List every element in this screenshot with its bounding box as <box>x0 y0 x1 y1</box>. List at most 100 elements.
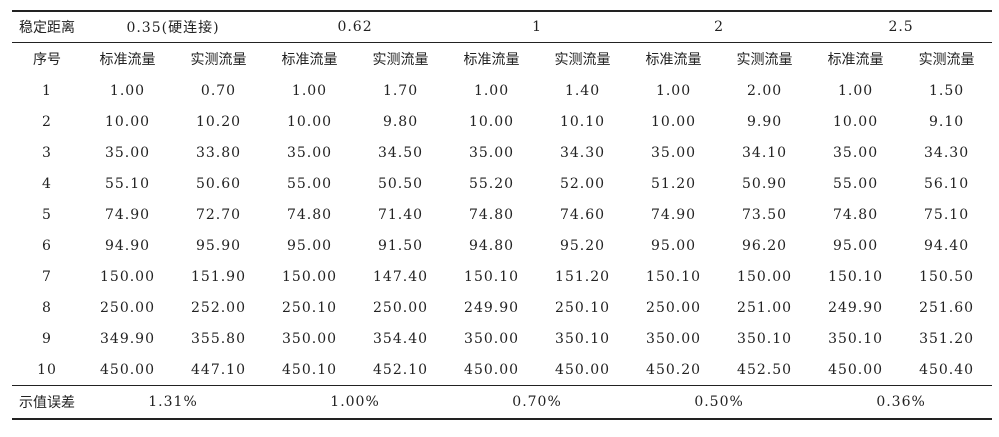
table-cell: 91.50 <box>377 237 424 254</box>
table-cell: 74.90 <box>104 206 151 223</box>
table-cell: 10.00 <box>104 113 151 130</box>
row-index: 2 <box>42 113 52 130</box>
column-header: 标准流量 <box>463 52 520 68</box>
distance-header: 0.62 <box>264 10 447 43</box>
table-cell: 450.00 <box>828 361 884 378</box>
table-cell: 35.00 <box>468 144 515 161</box>
table-cell: 94.90 <box>104 237 151 254</box>
table-cell: 73.50 <box>742 206 788 223</box>
row-index: 5 <box>42 206 52 223</box>
table-row: 5 74.90 72.70 74.80 71.40 74.80 74.60 74… <box>12 199 992 230</box>
table-cell: 94.80 <box>468 237 515 254</box>
distance-header: 2 <box>628 10 811 43</box>
column-header: 实测流量 <box>554 52 611 68</box>
table-cell: 252.00 <box>191 299 246 316</box>
table-cell: 72.70 <box>195 206 242 223</box>
column-header: 实测流量 <box>736 52 793 68</box>
table-cell: 10.20 <box>195 113 242 130</box>
table-row: 10 450.00 447.10 450.10 452.10 450.00 45… <box>12 354 992 386</box>
table-row: 1 1.00 0.70 1.00 1.70 1.00 1.40 1.00 2.0… <box>12 75 992 106</box>
column-header: 标准流量 <box>827 52 884 68</box>
header-row-columns: 序号 标准流量 实测流量 标准流量 实测流量 标准流量 实测流量 标准流量 实测… <box>12 43 992 76</box>
table-cell: 55.20 <box>468 175 515 192</box>
table-cell: 74.60 <box>559 206 606 223</box>
error-value: 1.00% <box>264 385 447 420</box>
table-cell: 450.00 <box>464 361 520 378</box>
distance-header: 1 <box>446 10 629 43</box>
table-cell: 355.80 <box>191 330 246 347</box>
table-cell: 350.10 <box>828 330 884 347</box>
table-cell: 55.10 <box>104 175 151 192</box>
row-index: 10 <box>37 361 57 378</box>
row-index: 3 <box>42 144 52 161</box>
distance-header: 2.5 <box>810 10 993 43</box>
error-value: 0.70% <box>446 385 629 420</box>
table-cell: 351.20 <box>919 330 975 347</box>
table-cell: 452.10 <box>373 361 429 378</box>
table-cell: 350.10 <box>555 330 611 347</box>
table-cell: 33.80 <box>195 144 242 161</box>
table-row: 9 349.90 355.80 350.00 354.40 350.00 350… <box>12 323 992 354</box>
table-cell: 50.60 <box>195 175 242 192</box>
table-cell: 95.00 <box>833 237 879 254</box>
table-cell: 1.00 <box>655 82 692 99</box>
column-header: 实测流量 <box>190 52 247 68</box>
indication-error-row: 示值误差 1.31% 1.00% 0.70% 0.50% 0.36% <box>12 385 993 420</box>
table-cell: 2.00 <box>746 82 783 99</box>
table-cell: 9.90 <box>746 113 783 130</box>
table-cell: 10.00 <box>651 113 697 130</box>
table-cell: 350.10 <box>737 330 793 347</box>
table-cell: 452.50 <box>737 361 793 378</box>
table-cell: 249.90 <box>464 299 520 316</box>
table-cell: 35.00 <box>286 144 333 161</box>
index-label: 序号 <box>33 52 61 68</box>
table-cell: 1.40 <box>564 82 601 99</box>
table-cell: 34.10 <box>742 144 788 161</box>
table-cell: 95.00 <box>286 237 333 254</box>
corner-label: 稳定距离 <box>12 10 82 43</box>
table-cell: 250.00 <box>100 299 155 316</box>
error-value: 1.31% <box>82 385 265 420</box>
table-cell: 10.00 <box>468 113 515 130</box>
table-row: 2 10.00 10.20 10.00 9.80 10.00 10.10 10.… <box>12 106 992 137</box>
table-cell: 50.50 <box>377 175 424 192</box>
table-cell: 74.90 <box>651 206 697 223</box>
table-cell: 349.90 <box>100 330 155 347</box>
column-header: 标准流量 <box>281 52 338 68</box>
table-cell: 151.20 <box>555 268 611 285</box>
table-cell: 94.40 <box>924 237 970 254</box>
header-row-distance: 稳定距离 0.35(硬连接) 0.62 1 2 2.5 <box>12 10 993 43</box>
table-cell: 34.30 <box>924 144 970 161</box>
table-row: 6 94.90 95.90 95.00 91.50 94.80 95.20 95… <box>12 230 992 261</box>
table-cell: 55.00 <box>833 175 879 192</box>
table-cell: 350.00 <box>646 330 702 347</box>
table-cell: 1.50 <box>928 82 965 99</box>
error-value: 0.36% <box>810 385 993 420</box>
table-cell: 150.10 <box>464 268 520 285</box>
table-cell: 51.20 <box>651 175 697 192</box>
row-index: 4 <box>42 175 52 192</box>
row-index: 8 <box>42 299 52 316</box>
error-label: 示值误差 <box>12 385 82 420</box>
table-cell: 1.00 <box>837 82 874 99</box>
table-cell: 9.10 <box>928 113 965 130</box>
table-cell: 74.80 <box>286 206 333 223</box>
table-cell: 50.90 <box>742 175 788 192</box>
table-cell: 450.40 <box>919 361 975 378</box>
table-cell: 251.00 <box>737 299 793 316</box>
table-cell: 56.10 <box>924 175 970 192</box>
table-cell: 450.00 <box>555 361 611 378</box>
table-cell: 150.10 <box>646 268 702 285</box>
column-header: 实测流量 <box>372 52 429 68</box>
table-cell: 354.40 <box>373 330 429 347</box>
table-cell: 250.00 <box>646 299 702 316</box>
table-cell: 35.00 <box>651 144 697 161</box>
table-cell: 450.10 <box>282 361 338 378</box>
table-cell: 250.10 <box>282 299 338 316</box>
table-cell: 10.10 <box>559 113 606 130</box>
table-cell: 450.20 <box>646 361 702 378</box>
table-cell: 96.20 <box>742 237 788 254</box>
table-cell: 251.60 <box>919 299 975 316</box>
table-cell: 147.40 <box>373 268 429 285</box>
table-cell: 150.00 <box>282 268 338 285</box>
